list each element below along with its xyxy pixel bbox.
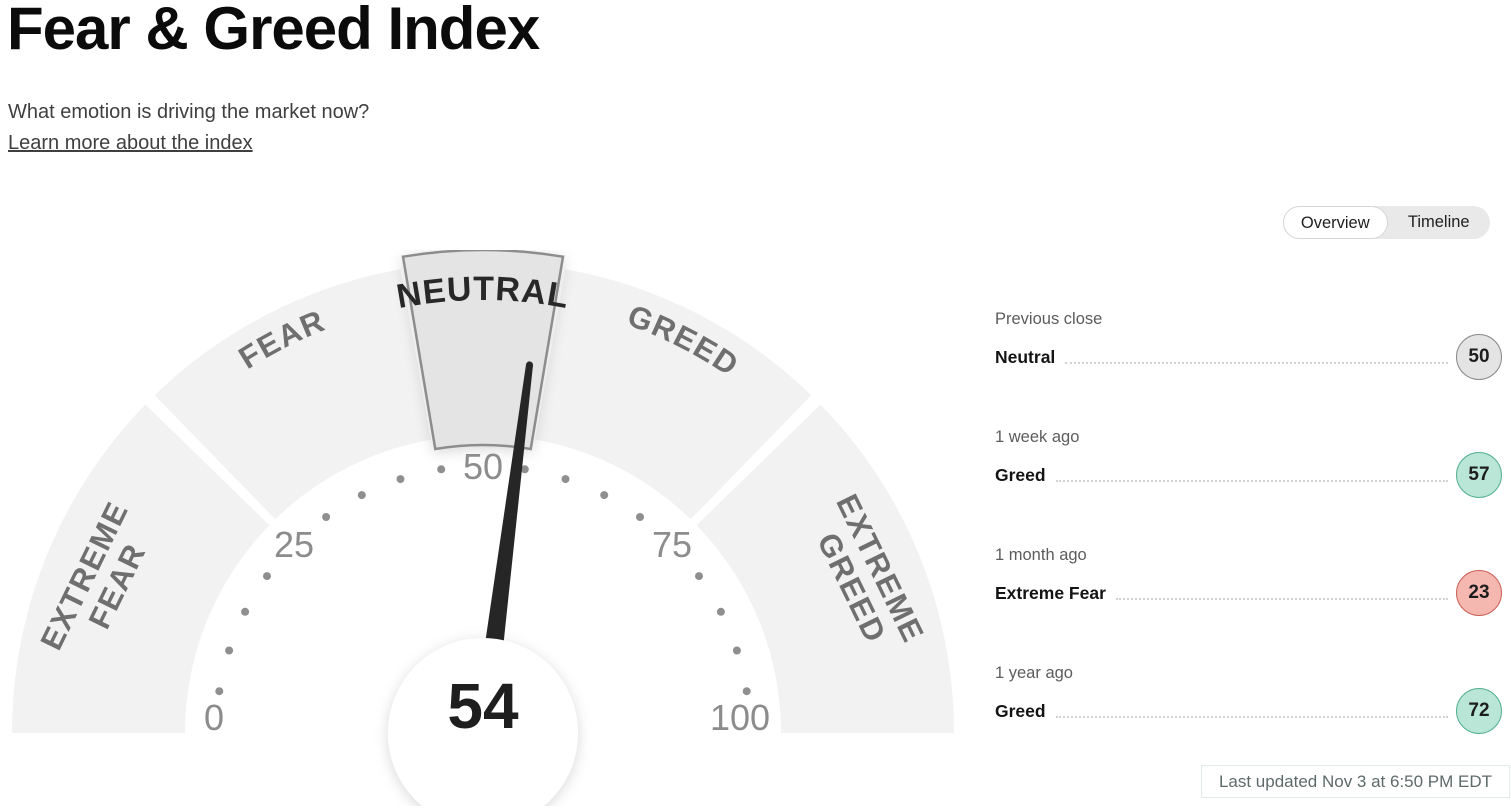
- history-row-1-year: 1 year ago Greed 72: [995, 664, 1502, 782]
- tick-25: 25: [274, 524, 314, 565]
- tick-75: 75: [652, 524, 692, 565]
- history-zone-label: Extreme Fear: [995, 582, 1106, 603]
- dotted-leader: [1055, 715, 1448, 718]
- history-row-1-week: 1 week ago Greed 57: [995, 428, 1502, 546]
- dotted-leader: [1115, 597, 1448, 600]
- last-updated-status: Last updated Nov 3 at 6:50 PM EDT: [1201, 765, 1510, 798]
- history-period: Previous close: [995, 310, 1103, 328]
- dotted-leader: [1065, 361, 1448, 364]
- view-toggle: Overview Timeline: [1283, 206, 1490, 239]
- tick-0: 0: [204, 697, 224, 738]
- gauge-svg: 0 25 50 75 100 EXTREME FEAR FEAR NEUTRAL…: [11, 248, 954, 811]
- segment-extreme-fear: [11, 404, 270, 733]
- tab-timeline[interactable]: Timeline: [1407, 213, 1470, 231]
- history-period: 1 year ago: [995, 664, 1073, 682]
- minor-tick-dots: [215, 465, 751, 696]
- segment-fear: [154, 269, 431, 520]
- history-value-badge: 72: [1456, 688, 1502, 734]
- history-panel: Previous close Neutral 50 1 week ago Gre…: [995, 310, 1502, 782]
- segment-extreme-greed: [696, 404, 954, 733]
- history-period: 1 month ago: [995, 546, 1087, 564]
- dotted-leader: [1055, 479, 1448, 482]
- page-title: Fear & Greed Index: [7, 0, 540, 62]
- history-period: 1 week ago: [995, 428, 1080, 446]
- history-zone-label: Neutral: [995, 346, 1056, 367]
- history-zone-label: Greed: [995, 464, 1046, 485]
- learn-more-link[interactable]: Learn more about the index: [8, 132, 253, 154]
- fear-greed-gauge: 0 25 50 75 100 EXTREME FEAR FEAR NEUTRAL…: [0, 248, 960, 811]
- tick-50: 50: [463, 446, 503, 487]
- history-value-badge: 50: [1456, 334, 1502, 380]
- tick-100: 100: [710, 697, 770, 738]
- history-value-badge: 57: [1456, 452, 1502, 498]
- gauge-value: 54: [447, 670, 519, 742]
- page-subtitle: What emotion is driving the market now?: [8, 101, 370, 123]
- history-value-badge: 23: [1456, 570, 1502, 616]
- tab-overview[interactable]: Overview: [1283, 206, 1388, 239]
- history-row-previous-close: Previous close Neutral 50: [995, 310, 1502, 428]
- history-zone-label: Greed: [995, 700, 1046, 721]
- segment-greed: [535, 269, 812, 520]
- history-row-1-month: 1 month ago Extreme Fear 23: [995, 546, 1502, 664]
- gauge-hub: [388, 638, 578, 811]
